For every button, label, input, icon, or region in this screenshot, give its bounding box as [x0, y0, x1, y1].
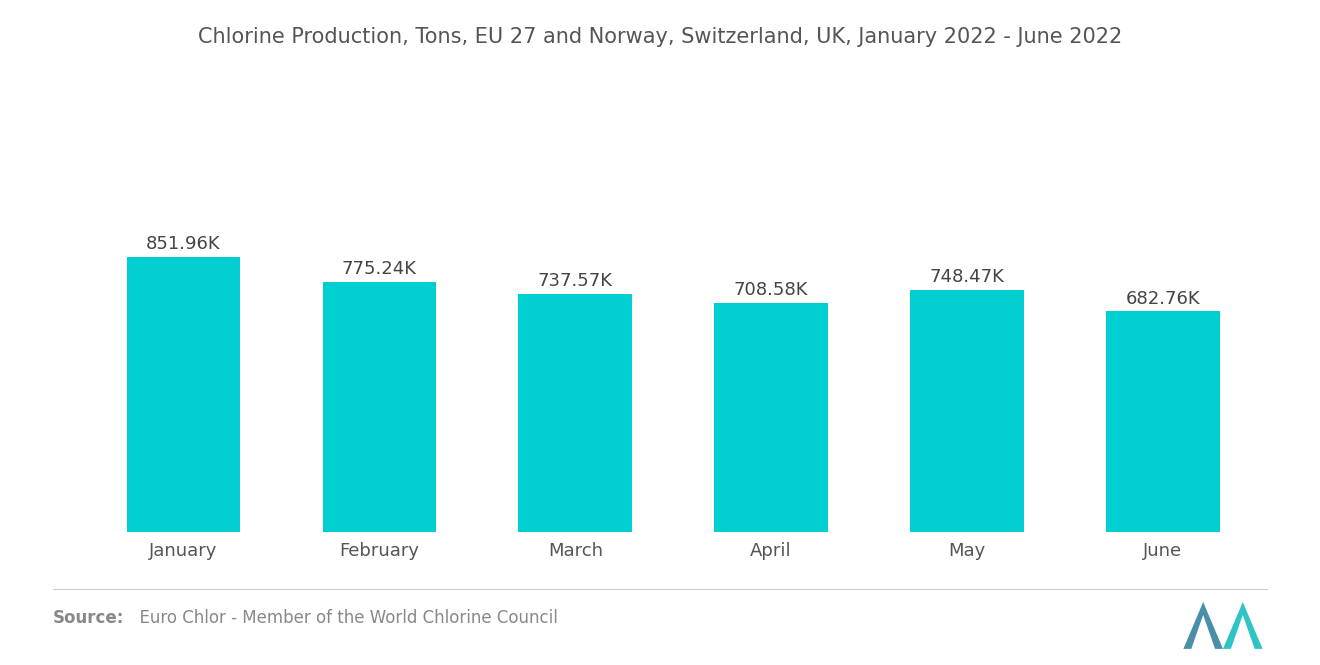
Polygon shape	[1184, 602, 1222, 649]
Bar	[1106, 311, 1220, 532]
Text: 775.24K: 775.24K	[342, 260, 417, 278]
Polygon shape	[1222, 602, 1262, 649]
Text: 708.58K: 708.58K	[734, 281, 808, 299]
Text: Euro Chlor - Member of the World Chlorine Council: Euro Chlor - Member of the World Chlorin…	[129, 609, 558, 628]
Bar	[714, 303, 828, 532]
Text: Source:: Source:	[53, 609, 124, 628]
Text: 851.96K: 851.96K	[147, 235, 220, 253]
Bar	[911, 290, 1024, 532]
Text: Chlorine Production, Tons, EU 27 and Norway, Switzerland, UK, January 2022 - Jun: Chlorine Production, Tons, EU 27 and Nor…	[198, 27, 1122, 47]
Text: 682.76K: 682.76K	[1126, 289, 1200, 308]
Bar	[127, 257, 240, 532]
Text: 737.57K: 737.57K	[537, 272, 612, 290]
Bar	[519, 294, 632, 532]
Text: 748.47K: 748.47K	[929, 269, 1005, 287]
Bar	[322, 281, 436, 532]
